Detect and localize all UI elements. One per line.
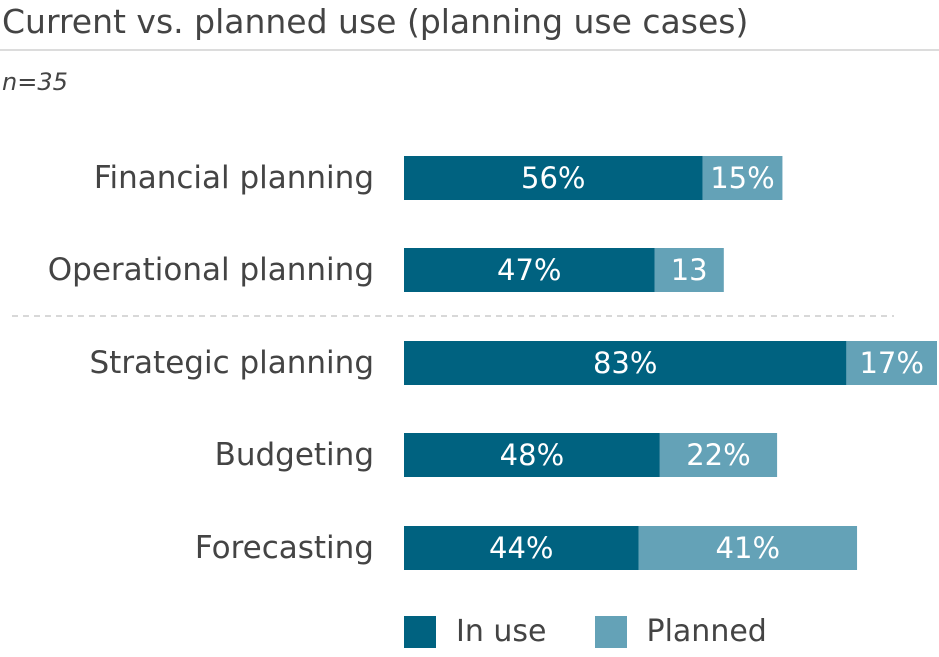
bar-in-use-strategic-planning [404,341,847,385]
title-divider [0,49,939,51]
category-label-strategic-planning: Strategic planning [89,345,374,381]
legend-item-planned: Planned [594,614,767,649]
category-label-forecasting: Forecasting [195,530,374,566]
bar-in-use-financial-planning [404,156,703,200]
category-label-financial-planning: Financial planning [94,160,374,196]
data-label-in-use-forecasting: 44% [489,531,553,565]
data-label-planned-forecasting: 41% [716,531,780,565]
bar-planned-operational-planning [654,248,724,292]
data-label-planned-strategic-planning: 17% [859,346,923,380]
bar-in-use-operational-planning [404,248,655,292]
legend-swatch-in-use [404,615,436,648]
legend-item-in-use: In use [404,614,547,649]
bar-planned-financial-planning [702,156,783,200]
bar-in-use-forecasting [404,526,639,570]
data-label-in-use-budgeting: 48% [500,438,564,472]
category-label-budgeting: Budgeting [215,437,374,473]
data-label-planned-budgeting: 22% [686,438,750,472]
bar-in-use-budgeting [404,433,660,477]
data-label-planned-operational-planning: 13 [671,253,708,287]
bar-planned-budgeting [659,433,778,477]
data-label-planned-financial-planning: 15% [710,161,774,195]
legend-label-planned: Planned [646,614,767,649]
category-label-operational-planning: Operational planning [48,252,374,288]
data-label-in-use-strategic-planning: 83% [593,346,657,380]
chart-legend: In use Planned [404,614,815,649]
legend-label-in-use: In use [456,614,547,649]
data-label-in-use-financial-planning: 56% [521,161,585,195]
bar-planned-strategic-planning [846,341,937,385]
data-label-in-use-operational-planning: 47% [497,253,561,287]
legend-swatch-planned [594,615,627,648]
stacked-bar-chart: Financial planning 56% 15% Operational plan… [12,156,937,570]
chart-title: Current vs. planned use (planning use ca… [2,2,749,41]
bar-planned-forecasting [638,526,858,570]
sample-size-note: n=35 [2,68,68,96]
